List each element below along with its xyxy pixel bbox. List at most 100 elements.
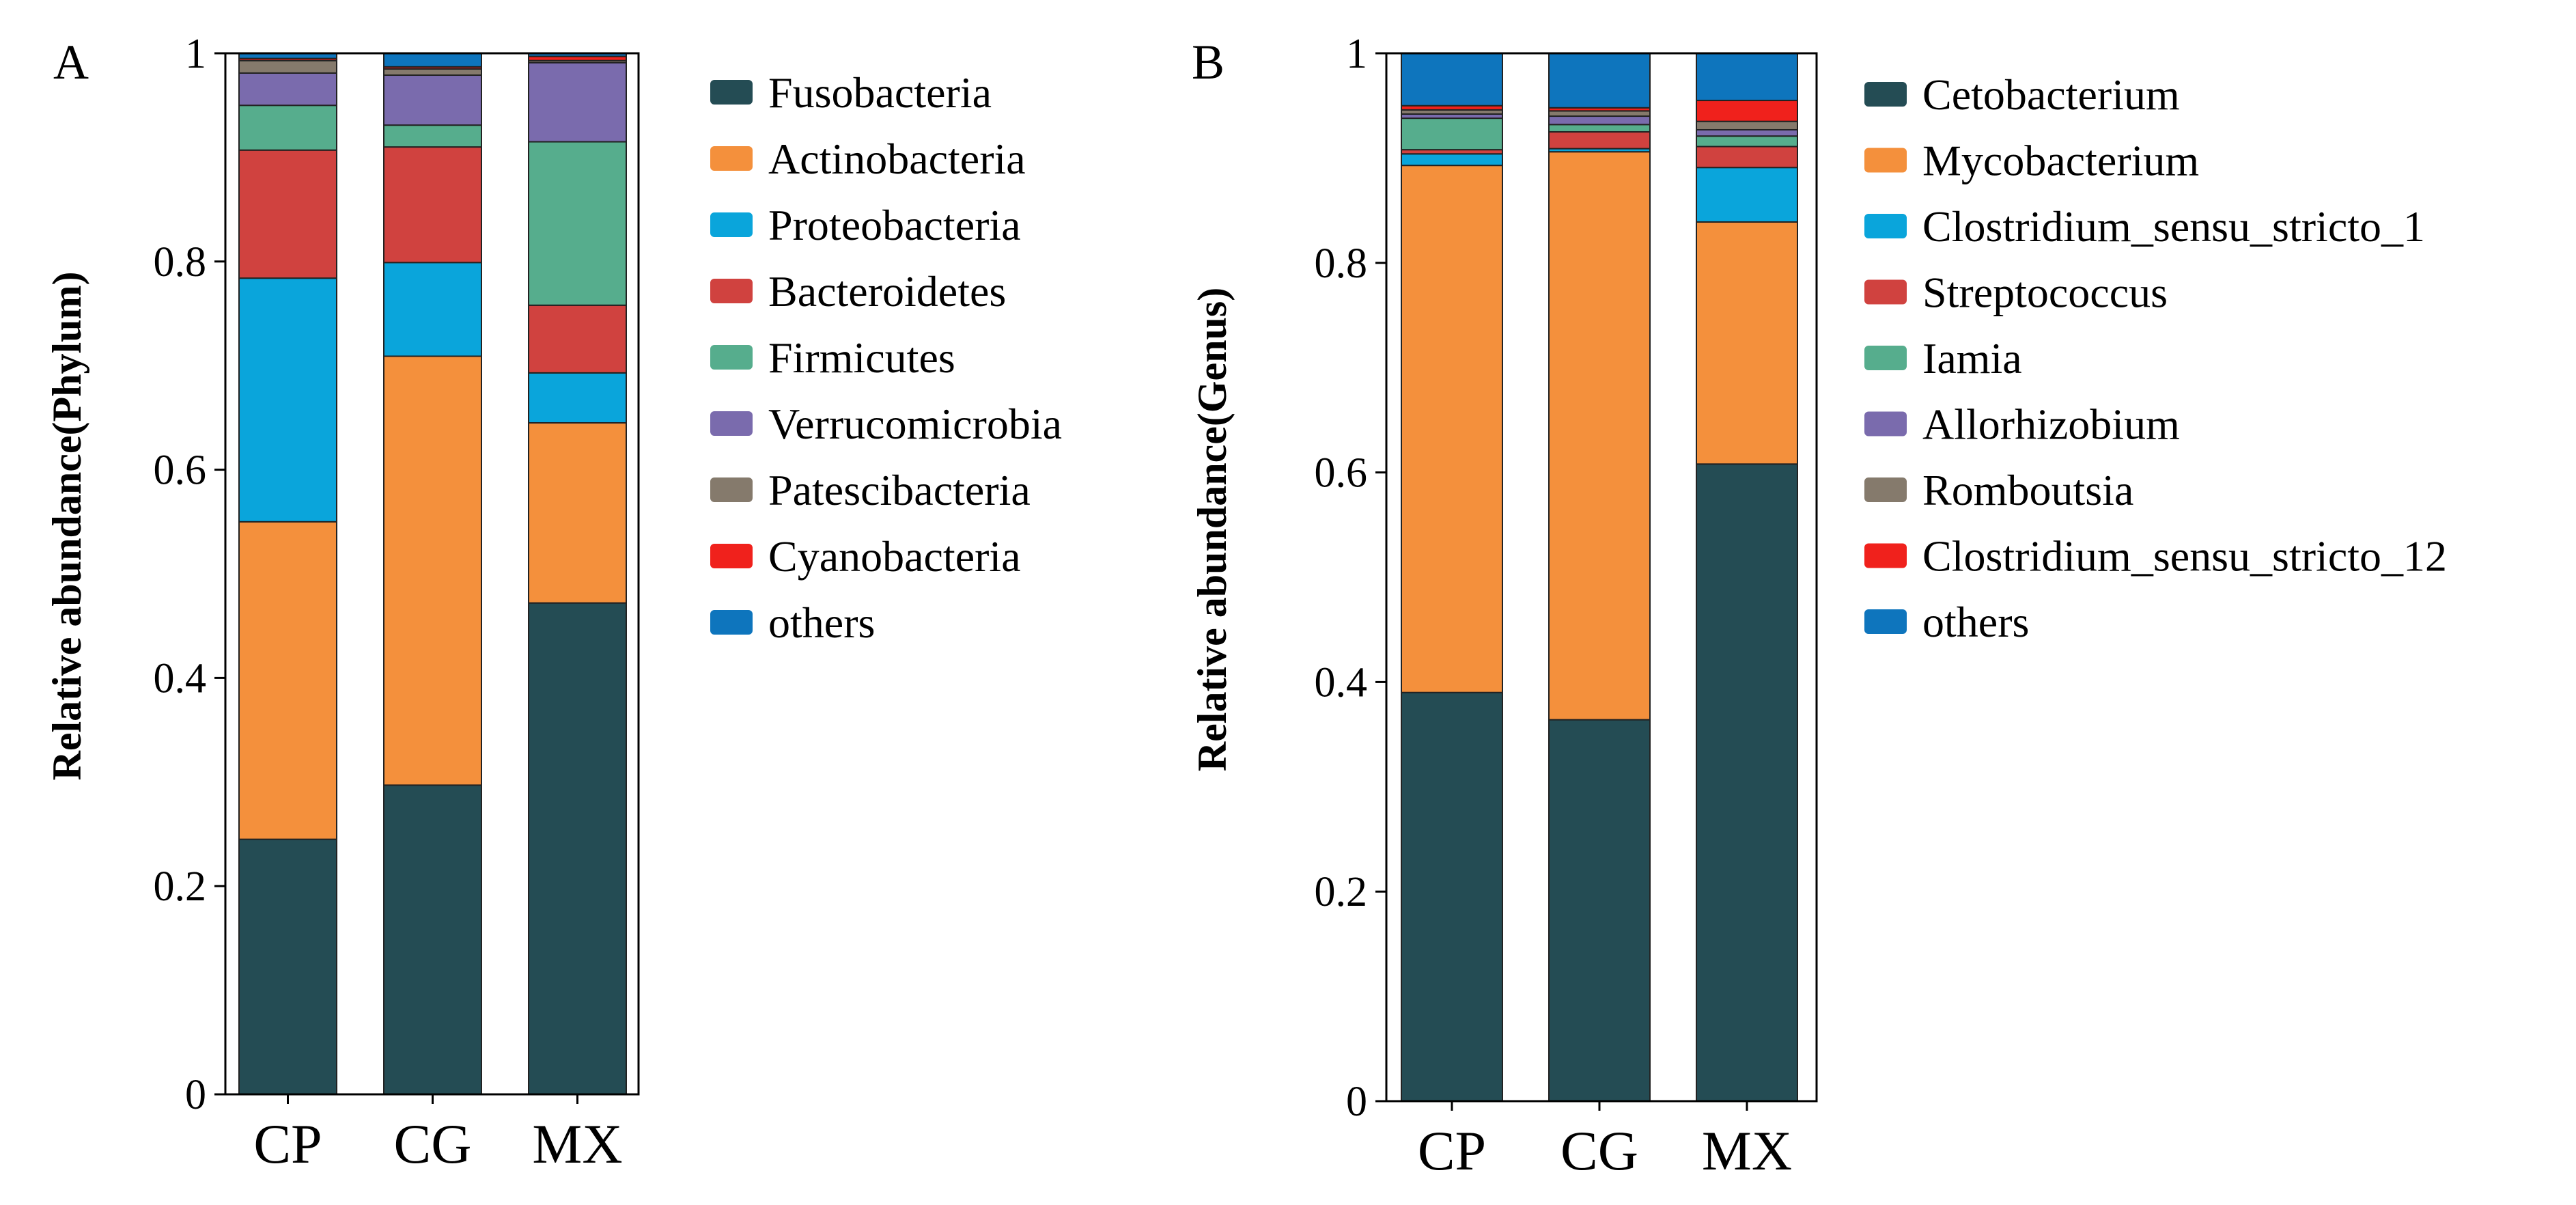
panel-b-y-axis-title: Relative abundance(Genus) (1190, 288, 1235, 771)
panel-a-bar-cp-segment-5 (238, 72, 337, 107)
panel-a-y-tick-label: 0.4 (154, 655, 207, 702)
panel-b-legend-label: Mycobacterium (1922, 137, 2199, 185)
panel-b-bar-cg-segment-0 (1548, 719, 1651, 1102)
panel-b-bar-cp-segment-0 (1401, 691, 1503, 1102)
panel-a-bar-cg-segment-6 (383, 68, 482, 77)
panel-b-bar-mx-segment-0 (1696, 463, 1798, 1102)
panel-a-y-tick-label: 0 (185, 1072, 206, 1118)
panel-a-bar-mx-segment-5 (528, 61, 627, 143)
panel-b-legend-label: others (1922, 598, 2029, 646)
panel-b-legend-swatch (1864, 411, 1907, 437)
panel-a-legend-swatch (710, 212, 753, 237)
panel-a-bar-mx-segment-1 (528, 422, 627, 604)
panel-b-legend-swatch (1864, 82, 1907, 107)
panel-a-bar-cp-segment-3 (238, 149, 337, 279)
panel-b-category-label-cp: CP (1418, 1120, 1486, 1182)
panel-a-legend-swatch (710, 146, 753, 171)
panel-b-bar-cg-segment-1 (1548, 151, 1651, 721)
panel-b-letter: B (1192, 35, 1224, 89)
panel-a-legend-swatch (710, 411, 753, 436)
panel-b-bar-cg-segment-5 (1548, 115, 1651, 126)
panel-a-legend-swatch (710, 279, 753, 303)
panel-a-y-tick-label: 0.6 (154, 447, 207, 494)
panel-a-legend-label: Firmicutes (768, 333, 955, 382)
panel-b-bar-mx-segment-1 (1696, 221, 1798, 465)
panel-a-bar-cg-segment-0 (383, 784, 482, 1095)
panel-a-bar-cp-segment-0 (238, 838, 337, 1095)
panel-b-legend-label: Clostridium_sensu_stricto_12 (1922, 532, 2447, 581)
panel-b-legend-swatch (1864, 346, 1907, 370)
panel-a-legend-label: Patescibacteria (768, 466, 1031, 514)
panel-b-category-label-cg: CG (1560, 1120, 1638, 1182)
panel-b-legend-swatch (1864, 148, 1907, 173)
panel-a-legend-label: Fusobacteria (768, 68, 992, 117)
panel-a-legend-label: Cyanobacteria (768, 532, 1021, 581)
panel-a-category-label-cp: CP (253, 1113, 322, 1175)
panel-b-chart: B Relative abundance(Genus) 0 0.2 0.4 0.6 0.… (1190, 31, 2447, 1182)
panel-b-legend-label: Clostridium_sensu_stricto_1 (1922, 202, 2425, 251)
panel-b-legend-swatch (1864, 214, 1907, 238)
panel-b-legend-swatch (1864, 477, 1907, 502)
panel-b-bar-cp-segment-8 (1401, 53, 1503, 107)
panel-b-legend-swatch (1864, 279, 1907, 305)
panel-b-bar-cp-segment-4 (1401, 117, 1503, 151)
panel-b-bar-cg-segment-6 (1548, 110, 1651, 117)
panel-b-category-label-mx: MX (1702, 1120, 1792, 1182)
panel-a-legend-swatch (710, 610, 753, 635)
panel-b-bar-mx-segment-2 (1696, 167, 1798, 223)
panel-b-bar-mx-segment-3 (1696, 146, 1798, 169)
panel-b-bar-mx-segment-6 (1696, 120, 1798, 130)
panel-a-bar-cg-segment-1 (383, 355, 482, 786)
panel-a-bar-mx-segment-3 (528, 304, 627, 374)
panel-b-legend-label: Cetobacterium (1922, 70, 2180, 119)
panel-a-bar-cg-segment-8 (383, 53, 482, 68)
panel-a-chart: A Relative abundance(Phylum) 00.20.40.60… (44, 31, 1062, 1175)
panel-a-y-tick-label: 1 (185, 31, 206, 77)
panel-b-y-tick-label: 1 (1346, 31, 1367, 77)
panel-a-category-label-mx: MX (532, 1113, 622, 1175)
panel-a-x-axis: CP CG MX (253, 1094, 623, 1175)
panel-b-bars (1401, 53, 1798, 1102)
panel-b-bar-mx-segment-8 (1696, 53, 1798, 102)
panel-b-legend-label: Romboutsia (1922, 466, 2133, 514)
panel-b-x-axis: CP CG MX (1418, 1101, 1792, 1182)
panel-a-legend-swatch (710, 80, 753, 105)
panel-b-bar-cp-segment-1 (1401, 165, 1503, 693)
panel-b-bar-cg-segment-8 (1548, 53, 1651, 109)
panel-b-legend-swatch (1864, 543, 1907, 568)
panel-a-bar-cp-segment-1 (238, 521, 337, 840)
panel-a-legend-label: Proteobacteria (768, 201, 1021, 249)
panel-a-legend-swatch (710, 477, 753, 502)
panel-b-y-axis: 0 0.2 0.4 0.6 0.8 1 (1315, 31, 1386, 1125)
panel-b-y-tick-label: 0 (1346, 1079, 1367, 1125)
panel-a-legend-label: Bacteroidetes (768, 267, 1006, 316)
panel-a-bar-cp-segment-4 (238, 105, 337, 151)
panel-b-legend-swatch (1864, 609, 1907, 634)
panel-a-legend: Fusobacteria Actinobacteria Proteobacteria… (710, 68, 1062, 647)
panel-a-legend-swatch (710, 544, 753, 568)
panel-b-bar-mx-segment-7 (1696, 100, 1798, 122)
panel-a-y-axis-title: Relative abundance(Phylum) (44, 271, 89, 780)
panel-a-y-tick-label: 0.8 (154, 239, 207, 286)
panel-a-bar-cg-segment-3 (383, 146, 482, 264)
panel-b-bar-mx-segment-5 (1696, 128, 1798, 137)
panel-b-y-tick-label: 0.6 (1315, 450, 1368, 497)
panel-a-letter: A (53, 35, 89, 89)
panel-a-bar-cp-segment-6 (238, 59, 337, 74)
panel-b-plot-frame (1385, 52, 1818, 1103)
panel-b-bar-cg-segment-4 (1548, 124, 1651, 133)
panel-b-y-tick-label: 0.8 (1315, 240, 1368, 287)
panel-b-bar-cp-segment-2 (1401, 153, 1503, 167)
panel-b-bar-mx-segment-4 (1696, 135, 1798, 148)
panel-a-bar-mx-segment-4 (528, 141, 627, 306)
panel-a-bar-mx-segment-2 (528, 372, 627, 424)
panel-b-bar-cg-segment-3 (1548, 131, 1651, 150)
panel-a-y-axis: 0 0.2 0.4 0.6 0.8 1 (154, 31, 225, 1118)
panel-a-legend-swatch (710, 345, 753, 370)
panel-a-legend-label: Verrucomicrobia (768, 400, 1062, 448)
panel-b-legend-label: Allorhizobium (1922, 400, 2180, 449)
panel-b-y-tick-label: 0.2 (1315, 869, 1368, 915)
panel-a-category-label-cg: CG (394, 1113, 472, 1175)
panel-b-y-tick-label: 0.4 (1315, 659, 1368, 706)
